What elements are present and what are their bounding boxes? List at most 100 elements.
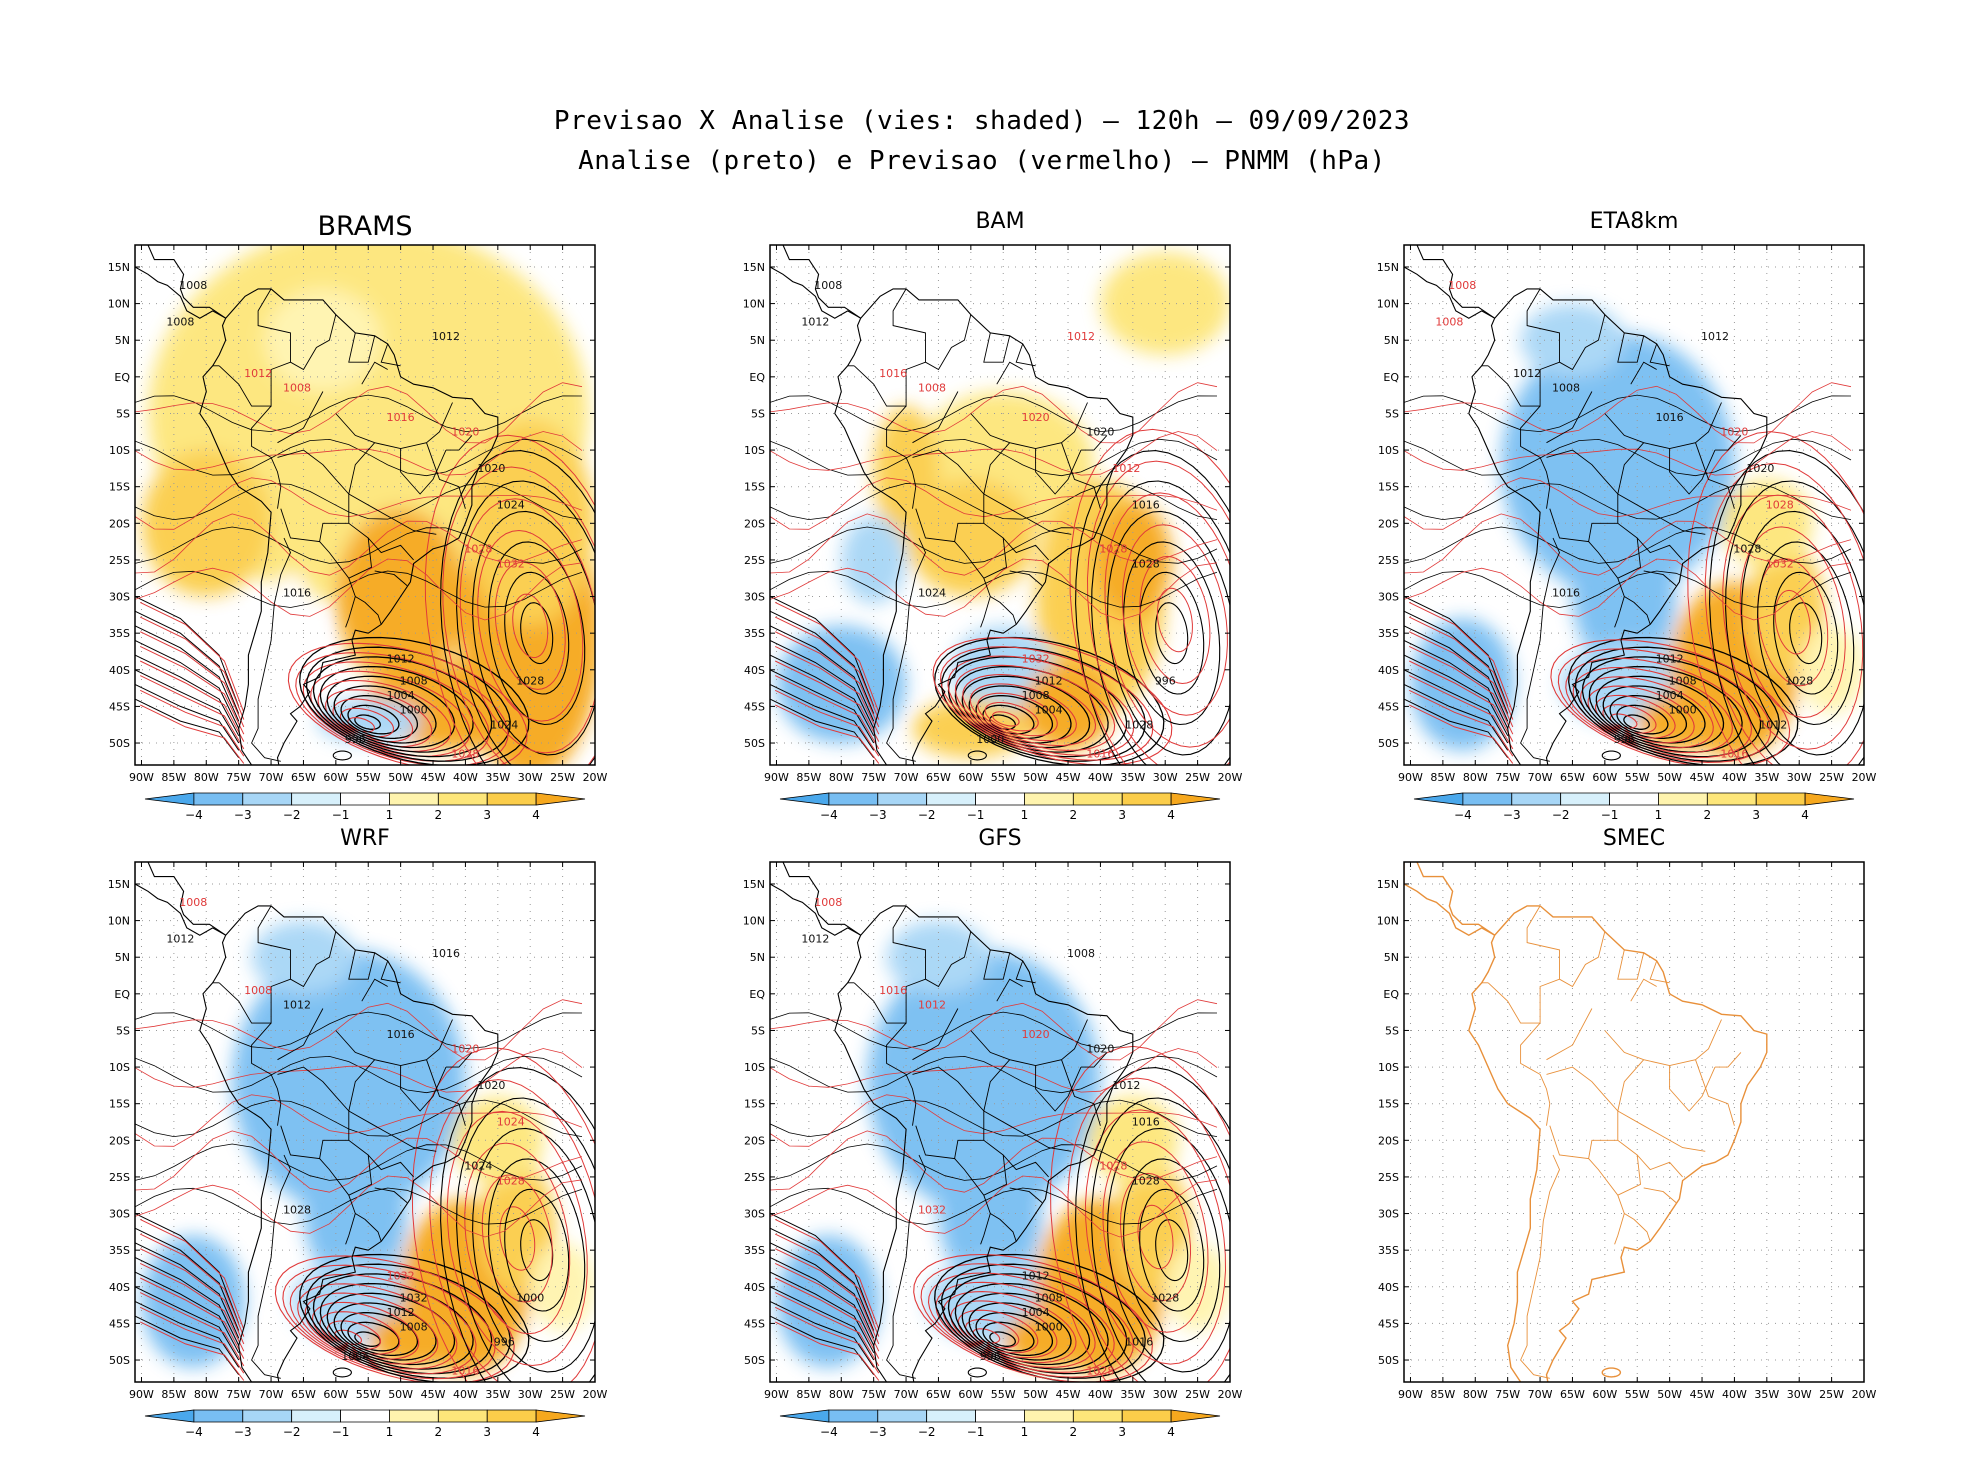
lat-tick-label: 5S: [116, 1024, 130, 1037]
colorbar-swatch: [1170, 792, 1221, 806]
lat-tick-label: 10S: [109, 444, 130, 457]
pressure-contours: [135, 999, 595, 1382]
contour-label: 1032: [400, 1291, 428, 1304]
lat-tick-label: 20S: [744, 517, 765, 530]
colorbar-tick: −4: [185, 1425, 203, 1439]
panel-bam: BAM 1008 1012 1012 1008 1016 1020 1020 1012 1016 1…: [710, 203, 1260, 863]
lat-tick-label: 30S: [109, 1208, 130, 1221]
contour-label: 1012: [1112, 1079, 1140, 1092]
colorbar-swatch: [242, 792, 293, 806]
lat-tick-label: 15N: [1377, 878, 1399, 891]
colorbar-tick: −1: [332, 808, 350, 822]
colorbar-swatch: [389, 1409, 439, 1423]
lon-tick-label: 90W: [764, 771, 789, 784]
lat-tick-label: 15S: [1378, 1098, 1399, 1111]
contour-label: 1012: [244, 367, 272, 380]
colorbar-swatch: [242, 1409, 293, 1423]
contour-label: 1016: [1656, 411, 1684, 424]
contour-label: 1028: [516, 674, 544, 687]
lat-tick-label: 40S: [109, 1281, 130, 1294]
contour-label: 1028: [1099, 543, 1127, 556]
lat-tick-label: 15N: [743, 878, 765, 891]
contour-label: 996: [1155, 674, 1176, 687]
contour-label: 1016: [451, 1365, 479, 1378]
lat-tick-label: 30S: [1378, 591, 1399, 604]
contour-label: 1004: [1035, 704, 1063, 717]
contour-label: 1008: [814, 279, 842, 292]
colorbar-swatch: [828, 792, 879, 806]
contour-label: 1016: [1125, 1335, 1153, 1348]
contour-label: 1012: [387, 652, 415, 665]
lat-tick-label: EQ: [749, 988, 765, 1001]
lat-tick-label: EQ: [114, 371, 130, 384]
lon-tick-label: 35W: [1120, 1388, 1145, 1401]
lat-tick-label: 15S: [1378, 481, 1399, 494]
colorbar-tick: 1: [1021, 1425, 1029, 1439]
contour-label: 1028: [1099, 1160, 1127, 1173]
map-svg: 1008 1012 1016 1012 1008 1016 1020 1020 1024 1024…: [108, 861, 608, 1439]
coastline: [135, 245, 499, 765]
colorbar-tick: −4: [820, 1425, 838, 1439]
contour-label: 1016: [387, 1028, 415, 1041]
contour-label: 1000: [1035, 1321, 1063, 1334]
colorbar-swatch: [291, 792, 341, 806]
colorbar: −4 −3 −2 −1 1 2 3 4: [144, 792, 586, 822]
map-svg: 1008 1008 1012 1008 1012 1016 1020 1020 1024 1028…: [108, 244, 608, 822]
colorbar-tick: 2: [435, 1425, 443, 1439]
contour-label: 1000: [976, 733, 1004, 746]
contour-label: 1020: [1086, 1042, 1114, 1055]
contour-label: 1012: [1513, 367, 1541, 380]
contour-label: 1008: [400, 674, 428, 687]
lat-tick-label: 40S: [744, 1281, 765, 1294]
lat-tick-label: 5S: [751, 1024, 765, 1037]
colorbar-tick: −3: [234, 808, 252, 822]
contour-label: 1028: [1086, 1365, 1114, 1378]
lat-tick-label: 15N: [1377, 261, 1399, 274]
lat-tick-label: 5S: [116, 407, 130, 420]
contour-label: 1012: [1656, 652, 1684, 665]
lon-tick-label: 60W: [323, 1388, 348, 1401]
lat-tick-label: 15N: [743, 261, 765, 274]
contour-label: 1000: [1669, 704, 1697, 717]
axis-labels: 15N 10N 5N EQ 5S 10S 15S 20S 25S 30S 35S 40S 45S 50S 9…: [108, 862, 608, 1401]
lon-tick-label: 25W: [1819, 771, 1844, 784]
contour-label: 1020: [1022, 1028, 1050, 1041]
contour-label: 1004: [341, 1350, 369, 1363]
contour-label: 1008: [1448, 279, 1476, 292]
contour-label: 1004: [1656, 689, 1684, 702]
contour-label: 1012: [283, 998, 311, 1011]
lon-tick-label: 35W: [485, 771, 510, 784]
lon-tick-label: 35W: [1754, 1388, 1779, 1401]
map-frame: [1403, 861, 1865, 1383]
contour-label: 1016: [1720, 748, 1748, 761]
lat-tick-label: 20S: [744, 1134, 765, 1147]
contour-labels: 1008 1012 1016 1012 1008 1016 1020 1020 1024 1024…: [166, 896, 544, 1378]
lat-tick-label: 10S: [1378, 1061, 1399, 1074]
lon-tick-label: 30W: [1787, 1388, 1812, 1401]
lon-tick-label: 85W: [161, 1388, 186, 1401]
lat-tick-label: 10N: [108, 298, 130, 311]
contour-label: 1008: [918, 381, 946, 394]
lon-tick-label: 45W: [1056, 1388, 1081, 1401]
lat-tick-label: 10S: [1378, 444, 1399, 457]
lat-tick-label: EQ: [114, 988, 130, 1001]
lon-tick-label: 20W: [1218, 771, 1243, 784]
colorbar-tick: 2: [1704, 808, 1712, 822]
lon-tick-label: 45W: [421, 771, 446, 784]
colorbar-swatch: [486, 1409, 537, 1423]
lon-tick-label: 25W: [550, 771, 575, 784]
colorbar-swatch: [779, 1409, 830, 1423]
lat-tick-label: 45S: [109, 1317, 130, 1330]
lat-tick-label: 5S: [751, 407, 765, 420]
colorbar-tick: 1: [386, 1425, 394, 1439]
lon-tick-label: 75W: [1495, 1388, 1520, 1401]
contour-label: 1020: [1746, 462, 1774, 475]
contour-label: 1024: [497, 499, 525, 512]
lat-tick-label: 20S: [109, 1134, 130, 1147]
contour-label: 1008: [244, 984, 272, 997]
lat-tick-label: 50S: [1378, 737, 1399, 750]
contour-label: 1008: [283, 381, 311, 394]
lon-tick-label: 50W: [1023, 1388, 1048, 1401]
colorbar-swatch: [144, 792, 195, 806]
colorbar-swatch: [486, 792, 537, 806]
